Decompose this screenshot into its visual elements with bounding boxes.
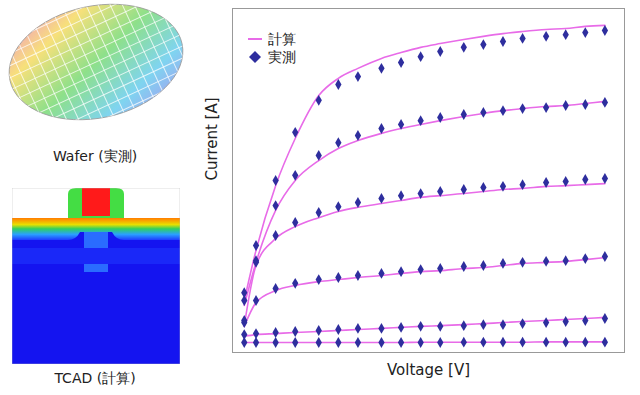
svg-text:Voltage [V]: Voltage [V] (387, 361, 470, 379)
svg-text:Current [A]: Current [A] (203, 97, 221, 180)
html-text:計算: 計算 (268, 31, 296, 47)
html-text:実測: 実測 (268, 49, 296, 65)
html-text:TCAD (計算): TCAD (計算) (54, 370, 136, 386)
html-text:Wafer (実測): Wafer (実測) (52, 148, 138, 164)
